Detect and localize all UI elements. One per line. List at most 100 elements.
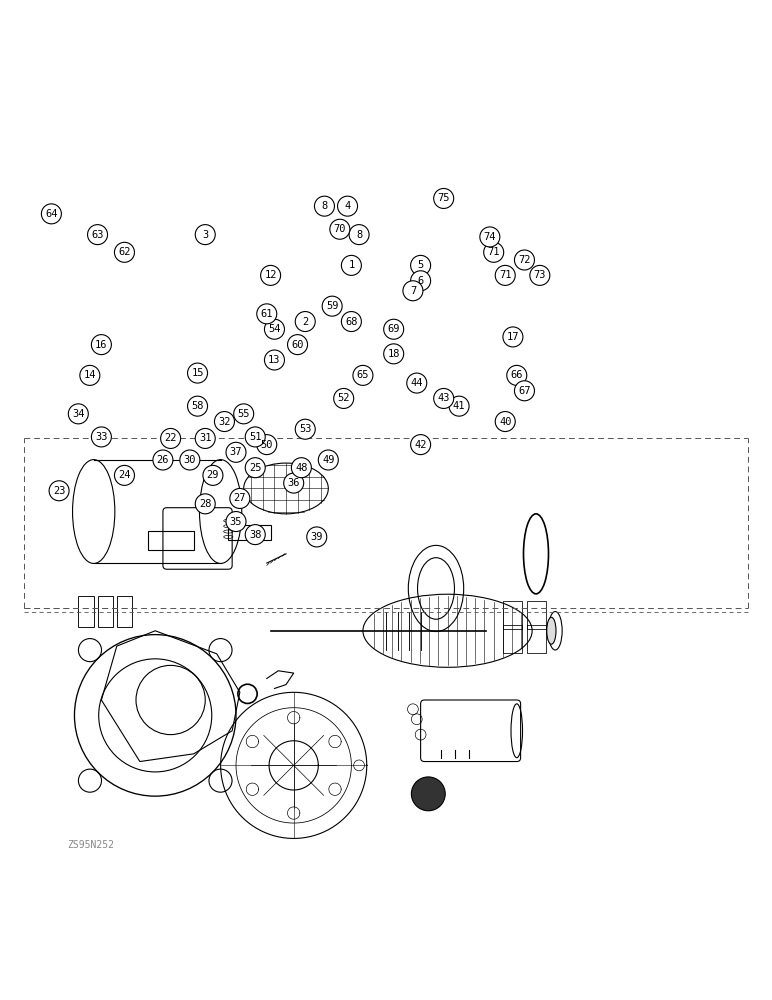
Circle shape bbox=[234, 404, 254, 424]
Circle shape bbox=[403, 281, 423, 301]
Circle shape bbox=[384, 319, 404, 339]
Circle shape bbox=[114, 242, 134, 262]
Text: 69: 69 bbox=[388, 324, 400, 334]
Text: 6: 6 bbox=[418, 276, 424, 286]
Circle shape bbox=[265, 319, 284, 339]
Circle shape bbox=[411, 777, 445, 811]
Circle shape bbox=[314, 196, 334, 216]
Circle shape bbox=[384, 344, 404, 364]
Circle shape bbox=[506, 365, 527, 385]
Circle shape bbox=[295, 419, 315, 439]
Circle shape bbox=[495, 412, 515, 432]
Circle shape bbox=[226, 512, 246, 532]
Text: 70: 70 bbox=[334, 224, 346, 234]
Circle shape bbox=[434, 188, 454, 208]
Text: 25: 25 bbox=[249, 463, 262, 473]
Text: 60: 60 bbox=[291, 340, 304, 350]
Text: 48: 48 bbox=[295, 463, 307, 473]
Circle shape bbox=[215, 412, 235, 432]
Text: 32: 32 bbox=[218, 417, 231, 427]
Circle shape bbox=[180, 450, 200, 470]
Circle shape bbox=[188, 363, 208, 383]
Text: 37: 37 bbox=[230, 447, 242, 457]
Circle shape bbox=[203, 465, 223, 485]
Text: 7: 7 bbox=[410, 286, 416, 296]
Circle shape bbox=[353, 365, 373, 385]
Text: 75: 75 bbox=[438, 193, 450, 203]
Text: 30: 30 bbox=[184, 455, 196, 465]
Text: 71: 71 bbox=[487, 247, 500, 257]
Text: 71: 71 bbox=[499, 270, 512, 280]
Text: 8: 8 bbox=[356, 230, 362, 240]
Text: 68: 68 bbox=[345, 317, 357, 327]
Text: 34: 34 bbox=[72, 409, 85, 419]
Text: 27: 27 bbox=[234, 493, 246, 503]
Circle shape bbox=[334, 388, 354, 408]
Text: 33: 33 bbox=[95, 432, 107, 442]
Circle shape bbox=[261, 265, 280, 285]
Circle shape bbox=[341, 255, 361, 275]
Text: 22: 22 bbox=[164, 433, 177, 443]
Text: 1: 1 bbox=[348, 260, 354, 270]
Circle shape bbox=[349, 225, 369, 245]
Text: 39: 39 bbox=[310, 532, 323, 542]
Text: 24: 24 bbox=[118, 470, 130, 480]
Circle shape bbox=[153, 450, 173, 470]
Circle shape bbox=[514, 381, 534, 401]
Circle shape bbox=[91, 335, 111, 355]
Circle shape bbox=[257, 304, 277, 324]
Circle shape bbox=[230, 488, 250, 508]
Text: 44: 44 bbox=[411, 378, 423, 388]
Circle shape bbox=[503, 327, 523, 347]
Circle shape bbox=[514, 250, 534, 270]
Text: 55: 55 bbox=[238, 409, 250, 419]
Circle shape bbox=[480, 227, 499, 247]
Text: 58: 58 bbox=[191, 401, 204, 411]
Circle shape bbox=[245, 458, 266, 478]
Text: ZS95N252: ZS95N252 bbox=[66, 840, 113, 850]
Circle shape bbox=[161, 428, 181, 448]
Circle shape bbox=[322, 296, 342, 316]
Text: 50: 50 bbox=[260, 440, 273, 450]
Text: 23: 23 bbox=[52, 486, 66, 496]
Circle shape bbox=[188, 396, 208, 416]
Circle shape bbox=[407, 373, 427, 393]
Circle shape bbox=[49, 481, 69, 501]
Circle shape bbox=[226, 442, 246, 462]
Circle shape bbox=[265, 350, 284, 370]
Circle shape bbox=[295, 312, 315, 332]
Text: 12: 12 bbox=[264, 270, 277, 280]
Text: 62: 62 bbox=[118, 247, 130, 257]
Circle shape bbox=[291, 458, 311, 478]
Circle shape bbox=[306, 527, 327, 547]
Circle shape bbox=[195, 428, 215, 448]
Text: 51: 51 bbox=[249, 432, 262, 442]
Circle shape bbox=[283, 473, 303, 493]
Circle shape bbox=[330, 219, 350, 239]
Text: 53: 53 bbox=[299, 424, 311, 434]
Ellipse shape bbox=[547, 617, 556, 644]
Text: 66: 66 bbox=[510, 370, 523, 380]
Text: 64: 64 bbox=[45, 209, 58, 219]
Circle shape bbox=[411, 271, 431, 291]
Text: 3: 3 bbox=[202, 230, 208, 240]
Text: 13: 13 bbox=[268, 355, 281, 365]
Circle shape bbox=[530, 265, 550, 285]
Circle shape bbox=[114, 465, 134, 485]
Circle shape bbox=[484, 242, 503, 262]
Text: 41: 41 bbox=[453, 401, 466, 411]
Text: 49: 49 bbox=[322, 455, 334, 465]
Text: 73: 73 bbox=[533, 270, 546, 280]
Text: 18: 18 bbox=[388, 349, 400, 359]
Circle shape bbox=[341, 312, 361, 332]
Text: 65: 65 bbox=[357, 370, 369, 380]
Circle shape bbox=[257, 435, 277, 455]
Text: 4: 4 bbox=[344, 201, 350, 211]
Circle shape bbox=[337, 196, 357, 216]
Text: 5: 5 bbox=[418, 260, 424, 270]
Circle shape bbox=[87, 225, 107, 245]
Text: 40: 40 bbox=[499, 417, 512, 427]
Text: 38: 38 bbox=[249, 530, 262, 540]
Text: 17: 17 bbox=[506, 332, 520, 342]
Circle shape bbox=[495, 265, 515, 285]
